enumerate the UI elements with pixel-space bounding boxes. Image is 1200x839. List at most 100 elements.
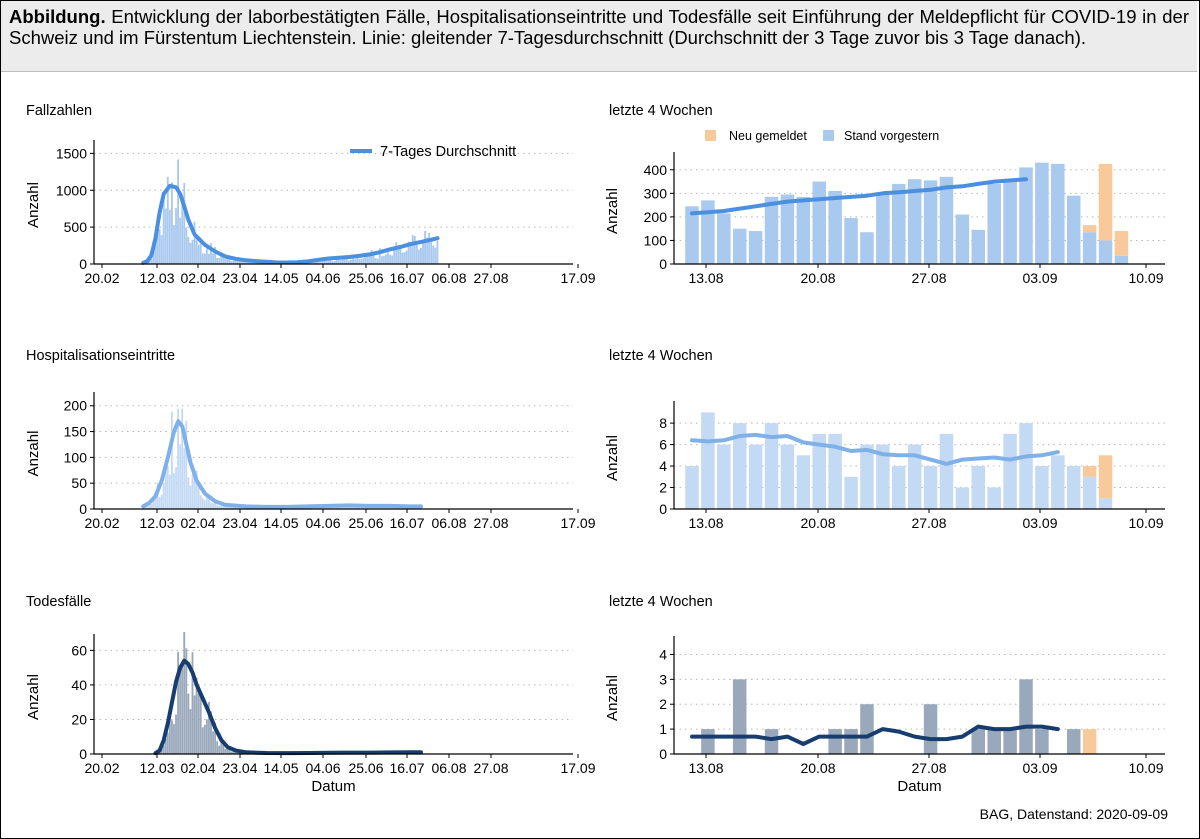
x-tick-label: 10.09 [1128, 760, 1163, 776]
bar-stand-vorgestern [1066, 195, 1081, 264]
bar-stand-vorgestern [732, 679, 747, 754]
daily-bar [360, 259, 363, 264]
bar-stand-vorgestern [844, 218, 858, 264]
daily-bar [230, 261, 233, 264]
bar-stand-vorgestern [764, 196, 779, 264]
bar-stand-vorgestern [701, 729, 715, 754]
bar-stand-vorgestern [685, 466, 699, 509]
y-tick-label: 300 [644, 185, 668, 201]
daily-bar [411, 235, 414, 264]
daily-bar [203, 253, 206, 264]
daily-bar [189, 709, 192, 754]
daily-bar [236, 752, 239, 754]
x-tick-label: 27.08 [911, 270, 946, 286]
x-tick-label: 06.08 [431, 270, 466, 286]
bar-stand-vorgestern [796, 196, 811, 264]
daily-bar [160, 494, 163, 509]
x-tick-label: 25.06 [348, 270, 383, 286]
daily-bar [214, 247, 217, 264]
x-tick-label: 23.04 [222, 760, 257, 776]
daily-bar [366, 252, 369, 264]
bar-stand-vorgestern [844, 729, 858, 754]
daily-bar [201, 253, 204, 264]
smooth-line [153, 658, 423, 756]
x-tick-label: 04.06 [305, 270, 340, 286]
daily-bar [175, 467, 177, 509]
daily-bar [208, 498, 210, 509]
x-tick-label: 17.09 [560, 270, 595, 286]
daily-bar [212, 731, 214, 754]
x-tick-label: 12.03 [139, 515, 174, 531]
daily-bar [232, 260, 235, 264]
x-tick-label: 20.08 [800, 760, 835, 776]
daily-bar [345, 259, 348, 264]
bar-stand-vorgestern [732, 423, 747, 509]
chart-title: letzte 4 Wochen [609, 348, 713, 364]
bar-stand-vorgestern [907, 444, 922, 509]
bar-stand-vorgestern [860, 444, 874, 509]
bar-stand-vorgestern [828, 433, 842, 509]
bar-stand-vorgestern [764, 729, 779, 754]
y-tick-label: 200 [64, 398, 88, 414]
daily-bar [415, 244, 418, 264]
x-tick-label: 02.04 [180, 515, 215, 531]
bar-stand-vorgestern [923, 704, 938, 754]
daily-bar [162, 482, 165, 509]
x-tick-label: 16.07 [389, 270, 424, 286]
y-tick-label: 400 [644, 162, 668, 178]
bar-stand-vorgestern [844, 476, 858, 509]
daily-bar [426, 237, 429, 264]
x-tick-label: 06.08 [431, 515, 466, 531]
daily-bar [199, 239, 202, 264]
daily-bar [146, 505, 149, 509]
bar-stand-vorgestern [1035, 466, 1049, 509]
bar-stand-vorgestern [812, 433, 826, 509]
daily-bar [170, 182, 173, 264]
chart-title: letzte 4 Wochen [609, 103, 713, 119]
y-axis-label: Anzahl [25, 674, 42, 720]
caption-bold: Abbildung. [9, 6, 106, 27]
bar-stand-vorgestern [1082, 476, 1097, 509]
chart-title: letzte 4 Wochen [609, 594, 713, 610]
daily-bar [168, 718, 171, 754]
daily-bar [150, 258, 153, 264]
daily-bar [436, 240, 439, 264]
daily-bar [179, 444, 182, 509]
daily-bar [407, 241, 410, 264]
bar-stand-vorgestern [876, 192, 890, 264]
daily-bar [403, 252, 406, 264]
daily-bar [399, 248, 402, 264]
daily-bar [179, 670, 182, 754]
bar-stand-vorgestern [907, 179, 922, 264]
daily-bar [224, 259, 227, 264]
daily-bar [158, 228, 161, 264]
y-tick-label: 150 [64, 424, 88, 440]
y-tick-label: 4 [659, 458, 667, 474]
y-tick-label: 0 [659, 501, 667, 517]
x-tick-label: 13.08 [688, 760, 723, 776]
daily-bar [432, 245, 435, 264]
y-tick-label: 0 [79, 256, 87, 272]
daily-bar [166, 465, 169, 509]
daily-bar [191, 652, 194, 754]
daily-bar [205, 494, 208, 509]
daily-bar [177, 159, 180, 264]
daily-bar [376, 258, 379, 264]
y-axis-label: Anzahl [604, 188, 621, 234]
bar-stand-vorgestern [701, 200, 715, 264]
bar-stand-vorgestern [1098, 240, 1113, 264]
daily-bar [183, 632, 186, 754]
bar-neu-gemeldet [1082, 466, 1097, 477]
daily-bar [358, 258, 361, 264]
bar-stand-vorgestern [860, 704, 874, 754]
bar-stand-vorgestern [1098, 498, 1113, 509]
y-tick-label: 20 [71, 711, 87, 727]
bar-stand-vorgestern [1019, 167, 1033, 264]
y-axis-label: Anzahl [604, 435, 621, 481]
x-tick-label: 10.09 [1128, 270, 1163, 286]
bar-stand-vorgestern [987, 487, 1001, 509]
daily-bar [370, 507, 373, 509]
x-tick-label: 25.06 [348, 760, 383, 776]
daily-bar [166, 176, 169, 264]
daily-bar [222, 744, 225, 754]
